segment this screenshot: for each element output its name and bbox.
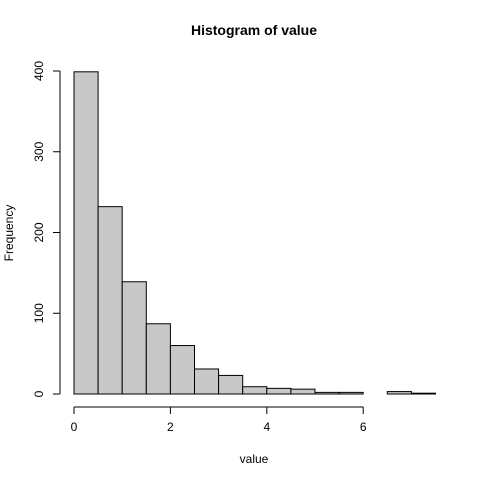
histogram-bar xyxy=(386,391,412,395)
x-axis-label: value xyxy=(240,452,269,466)
bars-group xyxy=(73,71,436,395)
chart-title: Histogram of value xyxy=(191,22,317,38)
histogram-bar xyxy=(97,206,123,395)
histogram-bar xyxy=(145,323,171,395)
histogram-bar xyxy=(290,388,316,395)
y-tick-label: 100 xyxy=(32,303,46,323)
y-tick-label: 300 xyxy=(32,141,46,161)
x-tick-label: 6 xyxy=(360,420,367,434)
histogram-bar xyxy=(194,368,220,395)
y-tick-label: 200 xyxy=(32,222,46,242)
histogram-bar xyxy=(121,281,147,395)
histogram-bar xyxy=(266,387,292,395)
y-axis-label: Frequency xyxy=(2,205,16,262)
histogram-bar xyxy=(410,392,436,395)
y-tick-label: 0 xyxy=(32,390,46,397)
histogram-bar xyxy=(73,71,99,395)
y-axis: 0 100 200 300 400 xyxy=(32,61,61,397)
histogram-bar xyxy=(218,374,244,395)
histogram-bar xyxy=(314,391,340,395)
histogram-bar xyxy=(242,386,268,395)
y-tick-label: 400 xyxy=(32,61,46,81)
x-tick-label: 4 xyxy=(263,420,270,434)
x-axis: 0 2 4 6 xyxy=(71,406,367,434)
histogram-bar xyxy=(338,391,364,395)
histogram-bar xyxy=(169,345,195,395)
x-tick-label: 2 xyxy=(167,420,174,434)
x-tick-label: 0 xyxy=(71,420,78,434)
